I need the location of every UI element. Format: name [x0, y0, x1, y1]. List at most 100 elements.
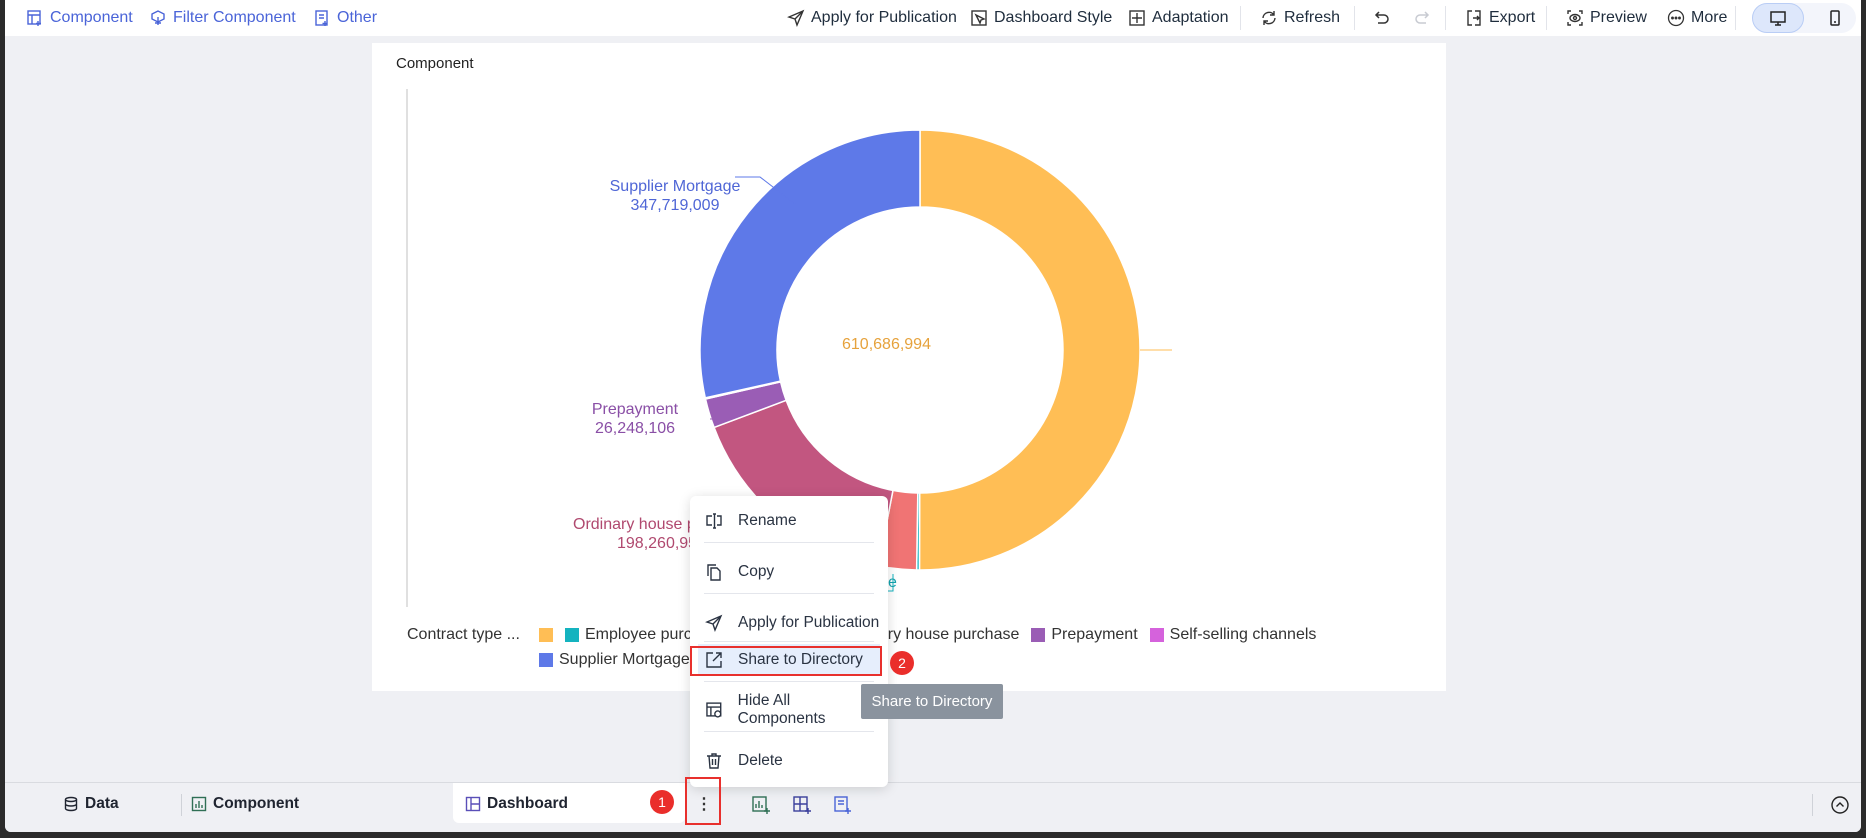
legend-item-unnamed[interactable]	[539, 625, 553, 645]
export-label: Export	[1489, 9, 1536, 26]
chart-component-icon	[191, 796, 207, 812]
add-chart-icon[interactable]	[751, 795, 771, 815]
undo-button[interactable]	[1373, 7, 1391, 29]
menu-item-apply-publication[interactable]: Apply for Publication	[698, 607, 880, 639]
slice-name: Ordinary house p	[573, 516, 696, 533]
bottom-divider	[1812, 794, 1813, 816]
monitor-icon	[1770, 11, 1786, 26]
menu-item-copy[interactable]: Copy	[698, 556, 880, 588]
slice-label-ordinary-house: Ordinary house p 198,260,95	[573, 515, 697, 553]
legend-swatch	[539, 653, 553, 667]
slice-name: Prepayment	[591, 401, 679, 418]
copy-icon	[707, 564, 721, 581]
filter-component-icon	[151, 10, 165, 25]
filter-component-button[interactable]: Filter Component	[149, 7, 296, 29]
menu-label: Rename	[738, 512, 797, 529]
menu-separator	[704, 542, 874, 543]
dashboard-tab-inner: Dashboard	[465, 795, 568, 813]
legend-label: Supplier Mortgage	[559, 651, 690, 668]
legend-swatch	[1031, 628, 1046, 642]
adaptation-label: Adaptation	[1152, 9, 1229, 26]
menu-separator	[704, 641, 874, 642]
menu-item-hide-all[interactable]: Hide All Components	[698, 692, 880, 727]
dashboard-more-button[interactable]: ⋮	[689, 792, 719, 816]
menu-separator	[704, 681, 874, 682]
menu-label: Hide All Components	[737, 692, 826, 727]
card-left-rule	[406, 89, 408, 607]
preview-label: Preview	[1590, 9, 1647, 26]
desktop-view-button[interactable]	[1752, 3, 1804, 33]
menu-item-delete[interactable]: Delete	[698, 745, 880, 777]
refresh-icon	[1262, 11, 1276, 25]
add-report-icon[interactable]	[832, 795, 852, 815]
slice-name: Supplier Mortgage	[609, 178, 741, 195]
app-frame: Component Filter Component Other Apply f…	[5, 0, 1861, 832]
redo-button[interactable]	[1413, 7, 1431, 29]
legend-label: Employee purc	[585, 626, 692, 643]
add-other-label: Other	[337, 9, 378, 26]
add-component-button[interactable]: Component	[26, 7, 133, 29]
leader-line	[710, 406, 761, 420]
trash-icon	[707, 753, 721, 769]
step-badge-2: 2	[890, 651, 914, 675]
kebab-icon: ⋮	[696, 796, 712, 813]
export-button[interactable]: Export	[1465, 7, 1535, 29]
add-dashboard-icon[interactable]	[792, 795, 812, 815]
send-icon	[705, 614, 723, 632]
apply-publication-button[interactable]: Apply for Publication	[787, 7, 957, 29]
pie-slice-unnamed-0[interactable]	[918, 129, 1141, 571]
slice-value: 26,248,106	[594, 420, 676, 437]
dashboard-icon	[465, 796, 481, 812]
data-tab-label: Data	[85, 795, 119, 812]
top-toolbar: Component Filter Component Other Apply f…	[5, 0, 1861, 36]
tooltip: Share to Directory	[861, 684, 1003, 719]
dashboard-context-menu: Rename Copy Apply for Publication Share …	[690, 496, 888, 787]
collapse-up-icon[interactable]	[1830, 795, 1850, 815]
preview-icon	[1567, 10, 1583, 26]
legend: Employee purc Ordinary house purchase Pr…	[539, 625, 1399, 670]
step-badge-1: 1	[650, 790, 674, 814]
add-other-icon	[315, 10, 328, 26]
apply-publication-label: Apply for Publication	[811, 9, 957, 26]
menu-item-share-directory[interactable]: Share to Directory	[698, 644, 880, 676]
more-label: More	[1691, 9, 1728, 26]
chart-component-card[interactable]: Component 610,686,994 Supplier Mortgage 3…	[372, 43, 1446, 691]
component-title: Component	[396, 55, 474, 72]
data-tab[interactable]: Data	[63, 795, 119, 813]
dashboard-style-button[interactable]: Dashboard Style	[970, 7, 1112, 29]
add-other-button[interactable]: Other	[313, 7, 377, 29]
redo-icon	[1415, 11, 1430, 24]
slice-value: 347,719,009	[630, 197, 720, 214]
menu-item-rename[interactable]: Rename	[698, 505, 880, 537]
dashboard-tab[interactable]: Dashboard	[453, 783, 685, 823]
menu-label: Copy	[738, 563, 775, 580]
adaptation-button[interactable]: Adaptation	[1128, 7, 1229, 29]
legend-swatch	[1149, 628, 1164, 642]
legend-swatch	[539, 628, 553, 642]
legend-item-self-selling[interactable]: Self-selling channels	[1149, 625, 1317, 645]
legend-label: Self-selling channels	[1169, 626, 1317, 643]
legend-item-prepayment[interactable]: Prepayment	[1031, 625, 1138, 645]
leader-line	[735, 176, 796, 205]
database-icon	[64, 796, 78, 812]
preview-button[interactable]: Preview	[1566, 7, 1647, 29]
toolbar-divider	[1240, 6, 1241, 30]
legend-label: Prepayment	[1051, 626, 1138, 643]
add-component-icon	[27, 10, 41, 26]
refresh-button[interactable]: Refresh	[1260, 7, 1340, 29]
device-toggle	[1752, 3, 1856, 33]
toolbar-divider	[1546, 6, 1547, 30]
refresh-label: Refresh	[1284, 9, 1341, 26]
more-button[interactable]: More	[1667, 7, 1727, 29]
bottom-bar: Data Component Dashboard 1 ⋮	[5, 777, 1861, 832]
component-tab[interactable]: Component	[191, 795, 299, 813]
legend-item-employee-purchase[interactable]: Employee purc	[565, 625, 692, 645]
mobile-view-button[interactable]	[1820, 3, 1850, 33]
legend-item-supplier-mortgage[interactable]: Supplier Mortgage	[539, 650, 690, 670]
pie-slice-supplier-mortgage[interactable]	[699, 129, 921, 399]
component-tab-label: Component	[213, 795, 300, 812]
adaptation-icon	[1129, 10, 1145, 26]
add-component-label: Component	[50, 9, 133, 26]
toolbar-divider	[1354, 6, 1355, 30]
export-icon	[1467, 10, 1481, 26]
